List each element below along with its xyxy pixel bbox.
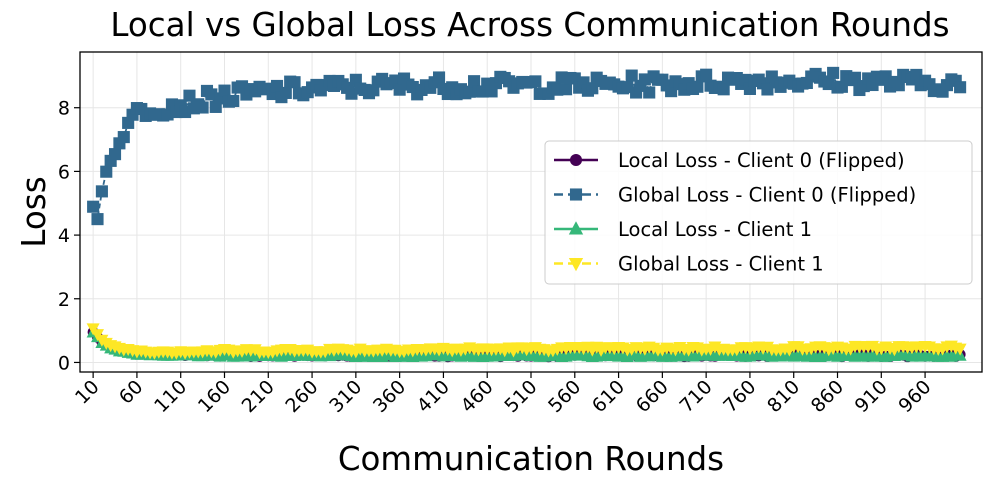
data-point [529, 75, 542, 88]
x-axis-label: Communication Rounds [338, 440, 724, 478]
chart-title: Local vs Global Loss Across Communicatio… [110, 6, 949, 44]
x-tick-label: 510 [500, 376, 541, 417]
y-tick-label: 6 [58, 161, 70, 183]
x-tick-label: 260 [281, 376, 322, 417]
data-point [827, 66, 840, 79]
data-point [569, 153, 583, 167]
x-tick-label: 360 [369, 376, 410, 417]
data-point [954, 81, 967, 94]
series-group [86, 66, 967, 363]
legend-item: Local Loss - Client 1 [554, 218, 812, 241]
data-point [717, 83, 730, 96]
x-tick-label: 10 [71, 376, 104, 409]
y-tick-label: 4 [58, 225, 70, 247]
x-tick-label: 210 [238, 376, 279, 417]
legend-label: Local Loss - Client 1 [618, 218, 812, 241]
data-point [691, 80, 704, 93]
data-point [568, 258, 584, 272]
data-point [468, 75, 481, 88]
x-tick-label: 660 [632, 376, 673, 417]
data-point [100, 165, 113, 178]
x-tick-label: 110 [150, 376, 191, 417]
data-point [227, 94, 240, 108]
data-point [569, 188, 583, 201]
data-point [87, 200, 100, 213]
x-tick-label: 410 [413, 376, 454, 417]
legend-item: Global Loss - Client 0 (Flipped) [554, 184, 916, 207]
data-point [218, 84, 231, 97]
x-tick-label: 560 [544, 376, 585, 417]
data-point [108, 148, 122, 161]
data-point [95, 185, 108, 198]
legend-item: Global Loss - Client 1 [554, 253, 824, 276]
x-tick-label: 310 [325, 376, 366, 417]
data-point [288, 76, 301, 89]
data-point [568, 221, 584, 235]
data-point [279, 86, 292, 99]
x-tick-label: 60 [115, 376, 148, 409]
data-point [91, 213, 104, 226]
data-point [625, 69, 638, 82]
data-point [643, 86, 656, 99]
data-point [700, 68, 713, 81]
x-tick-label: 860 [807, 376, 848, 417]
x-tick-label: 610 [588, 376, 629, 417]
series-1 [87, 66, 967, 226]
legend-box [544, 140, 973, 285]
legend-label: Global Loss - Client 1 [618, 253, 824, 276]
x-tick-label: 810 [763, 376, 804, 417]
legend-label: Local Loss - Client 0 (Flipped) [618, 149, 905, 172]
y-axis-label: Loss [15, 176, 53, 247]
data-point [432, 71, 446, 84]
x-tick-label: 760 [719, 376, 760, 417]
x-tick-label: 910 [851, 376, 892, 417]
x-tick-label: 960 [894, 376, 935, 417]
data-point [559, 83, 573, 96]
x-tick-label: 710 [675, 376, 716, 417]
series-3 [86, 323, 967, 360]
data-point [196, 101, 209, 114]
y-tick-label: 0 [58, 352, 70, 374]
legend: Local Loss - Client 0 (Flipped) Global Lo… [544, 140, 973, 285]
legend-label: Global Loss - Client 0 (Flipped) [618, 184, 916, 207]
legend-item: Local Loss - Client 0 (Flipped) [554, 149, 905, 172]
data-point [953, 343, 967, 356]
y-tick-label: 8 [58, 98, 70, 120]
data-point [117, 131, 130, 144]
x-tick-label: 160 [194, 376, 235, 417]
x-tick-label: 460 [457, 376, 498, 417]
y-tick-label: 2 [58, 289, 70, 311]
